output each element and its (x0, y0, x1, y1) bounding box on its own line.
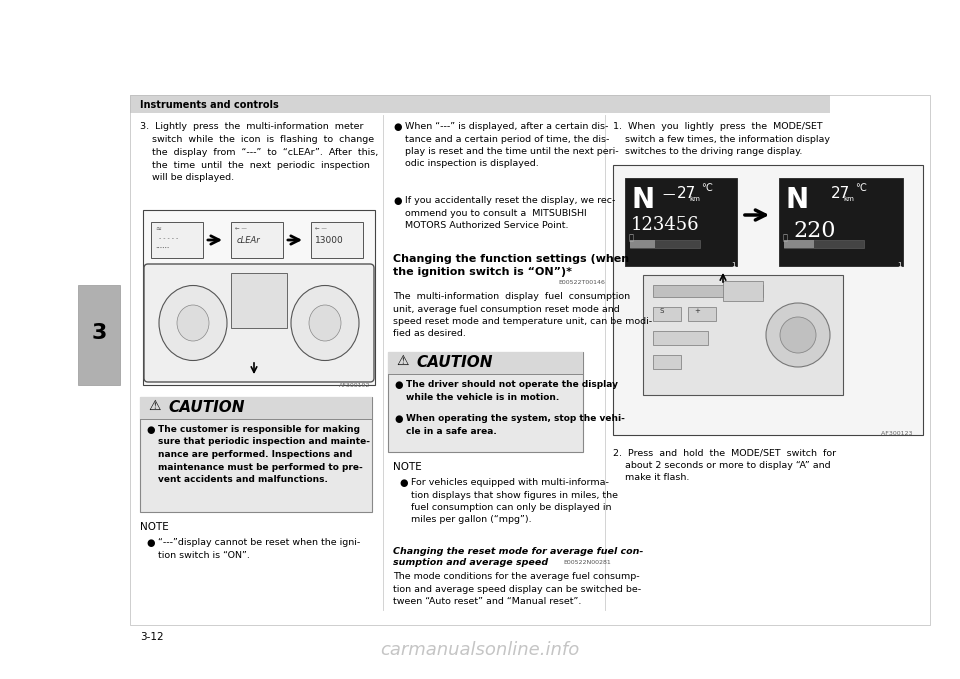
Bar (653, 307, 681, 321)
Bar (140, 397, 372, 419)
Text: ℃: ℃ (855, 183, 866, 193)
Text: If you accidentally reset the display, we rec-
ommend you to consult a  MITSUBIS: If you accidentally reset the display, w… (405, 196, 615, 230)
Text: km: km (689, 196, 700, 202)
Text: 123456: 123456 (631, 216, 700, 234)
Text: NOTE: NOTE (140, 522, 169, 532)
Text: 3-12: 3-12 (140, 632, 163, 642)
Text: ≈: ≈ (155, 226, 161, 232)
Text: ●: ● (393, 196, 401, 206)
Bar (630, 240, 700, 248)
Text: The  multi-information  display  fuel  consumption
unit, average fuel consumptio: The multi-information display fuel consu… (393, 292, 652, 339)
Text: NOTE: NOTE (393, 462, 421, 472)
Text: —: — (662, 188, 675, 201)
Text: Changing the function settings (when
the ignition switch is “ON”)*: Changing the function settings (when the… (393, 254, 629, 277)
Text: 2.  Press  and  hold  the  MODE/SET  switch  for
    about 2 seconds or more to : 2. Press and hold the MODE/SET switch fo… (613, 448, 836, 482)
Bar (311, 222, 363, 258)
Text: N: N (785, 186, 808, 214)
Bar (143, 210, 375, 385)
Bar (78, 285, 120, 385)
Bar (643, 275, 843, 395)
Text: ⛔: ⛔ (783, 233, 788, 242)
Text: ••••••: •••••• (155, 247, 169, 251)
Text: N: N (631, 186, 654, 214)
Text: CAUTION: CAUTION (416, 355, 492, 370)
Text: cLEAr: cLEAr (237, 236, 261, 245)
Text: Instruments and controls: Instruments and controls (140, 100, 278, 110)
Ellipse shape (291, 285, 359, 361)
Circle shape (766, 303, 830, 367)
Bar (388, 352, 583, 374)
FancyBboxPatch shape (144, 264, 374, 382)
Bar (688, 307, 716, 321)
Text: ⛔: ⛔ (629, 233, 634, 242)
Text: The driver should not operate the display
while the vehicle is in motion.: The driver should not operate the displa… (406, 380, 618, 401)
Bar (779, 178, 903, 266)
Bar (140, 397, 372, 512)
Text: E00522N00281: E00522N00281 (563, 560, 611, 565)
Ellipse shape (177, 305, 209, 341)
Text: AF300123: AF300123 (881, 431, 919, 436)
Bar (653, 285, 763, 297)
Text: ⚠: ⚠ (148, 399, 160, 413)
Text: ●: ● (146, 425, 155, 435)
Text: ●: ● (394, 380, 402, 390)
Bar (130, 95, 930, 625)
Bar (723, 281, 763, 301)
Bar (388, 352, 583, 452)
Text: 220: 220 (793, 220, 835, 242)
Bar (625, 178, 737, 266)
Text: ← —: ← — (315, 226, 326, 231)
Bar (231, 222, 283, 258)
Ellipse shape (159, 285, 227, 361)
Text: 13000: 13000 (315, 236, 344, 245)
Bar (653, 355, 681, 369)
Text: carmanualsonline.info: carmanualsonline.info (380, 641, 580, 659)
Bar (653, 331, 708, 345)
Text: 1.  When  you  lightly  press  the  MODE/SET
    switch a few times, the informa: 1. When you lightly press the MODE/SET s… (613, 122, 830, 156)
Text: When operating the system, stop the vehi-
cle in a safe area.: When operating the system, stop the vehi… (406, 414, 625, 435)
Bar (784, 240, 814, 248)
Text: 1: 1 (897, 262, 901, 268)
Bar (613, 165, 923, 435)
Text: For vehicles equipped with multi-informa-
tion displays that show figures in mil: For vehicles equipped with multi-informa… (411, 478, 618, 524)
Bar (151, 222, 203, 258)
Text: ●: ● (399, 478, 407, 488)
Text: ●: ● (394, 414, 402, 424)
Text: 27: 27 (831, 186, 851, 201)
Circle shape (780, 317, 816, 353)
Text: ●: ● (146, 538, 155, 548)
Bar (231, 273, 287, 328)
Bar (784, 240, 864, 248)
Text: 3.  Lightly  press  the  multi-information  meter
    switch  while  the  icon  : 3. Lightly press the multi-information m… (140, 122, 378, 183)
Text: AF300192: AF300192 (339, 383, 370, 388)
Text: E00522T00146: E00522T00146 (558, 280, 605, 285)
Text: 3: 3 (91, 323, 107, 343)
Text: - - - - -: - - - - - (159, 236, 179, 241)
Text: ●: ● (393, 122, 401, 132)
Text: 27: 27 (677, 186, 696, 201)
Text: 1: 1 (731, 262, 735, 268)
Text: Changing the reset mode for average fuel con-
sumption and average speed: Changing the reset mode for average fuel… (393, 547, 643, 568)
Text: ℃: ℃ (701, 183, 712, 193)
Text: The mode conditions for the average fuel consump-
tion and average speed display: The mode conditions for the average fuel… (393, 572, 641, 606)
Text: CAUTION: CAUTION (168, 400, 245, 415)
Ellipse shape (309, 305, 341, 341)
Text: S: S (659, 308, 663, 314)
Text: km: km (843, 196, 853, 202)
Text: “---”display cannot be reset when the igni-
tion switch is “ON”.: “---”display cannot be reset when the ig… (158, 538, 360, 559)
Text: ⚠: ⚠ (396, 354, 409, 368)
Text: ← —: ← — (235, 226, 247, 231)
Text: +: + (694, 308, 700, 314)
Bar (630, 240, 655, 248)
Text: When “---” is displayed, after a certain dis-
tance and a certain period of time: When “---” is displayed, after a certain… (405, 122, 618, 168)
Bar (130, 95, 830, 113)
Text: The customer is responsible for making
sure that periodic inspection and mainte-: The customer is responsible for making s… (158, 425, 370, 484)
